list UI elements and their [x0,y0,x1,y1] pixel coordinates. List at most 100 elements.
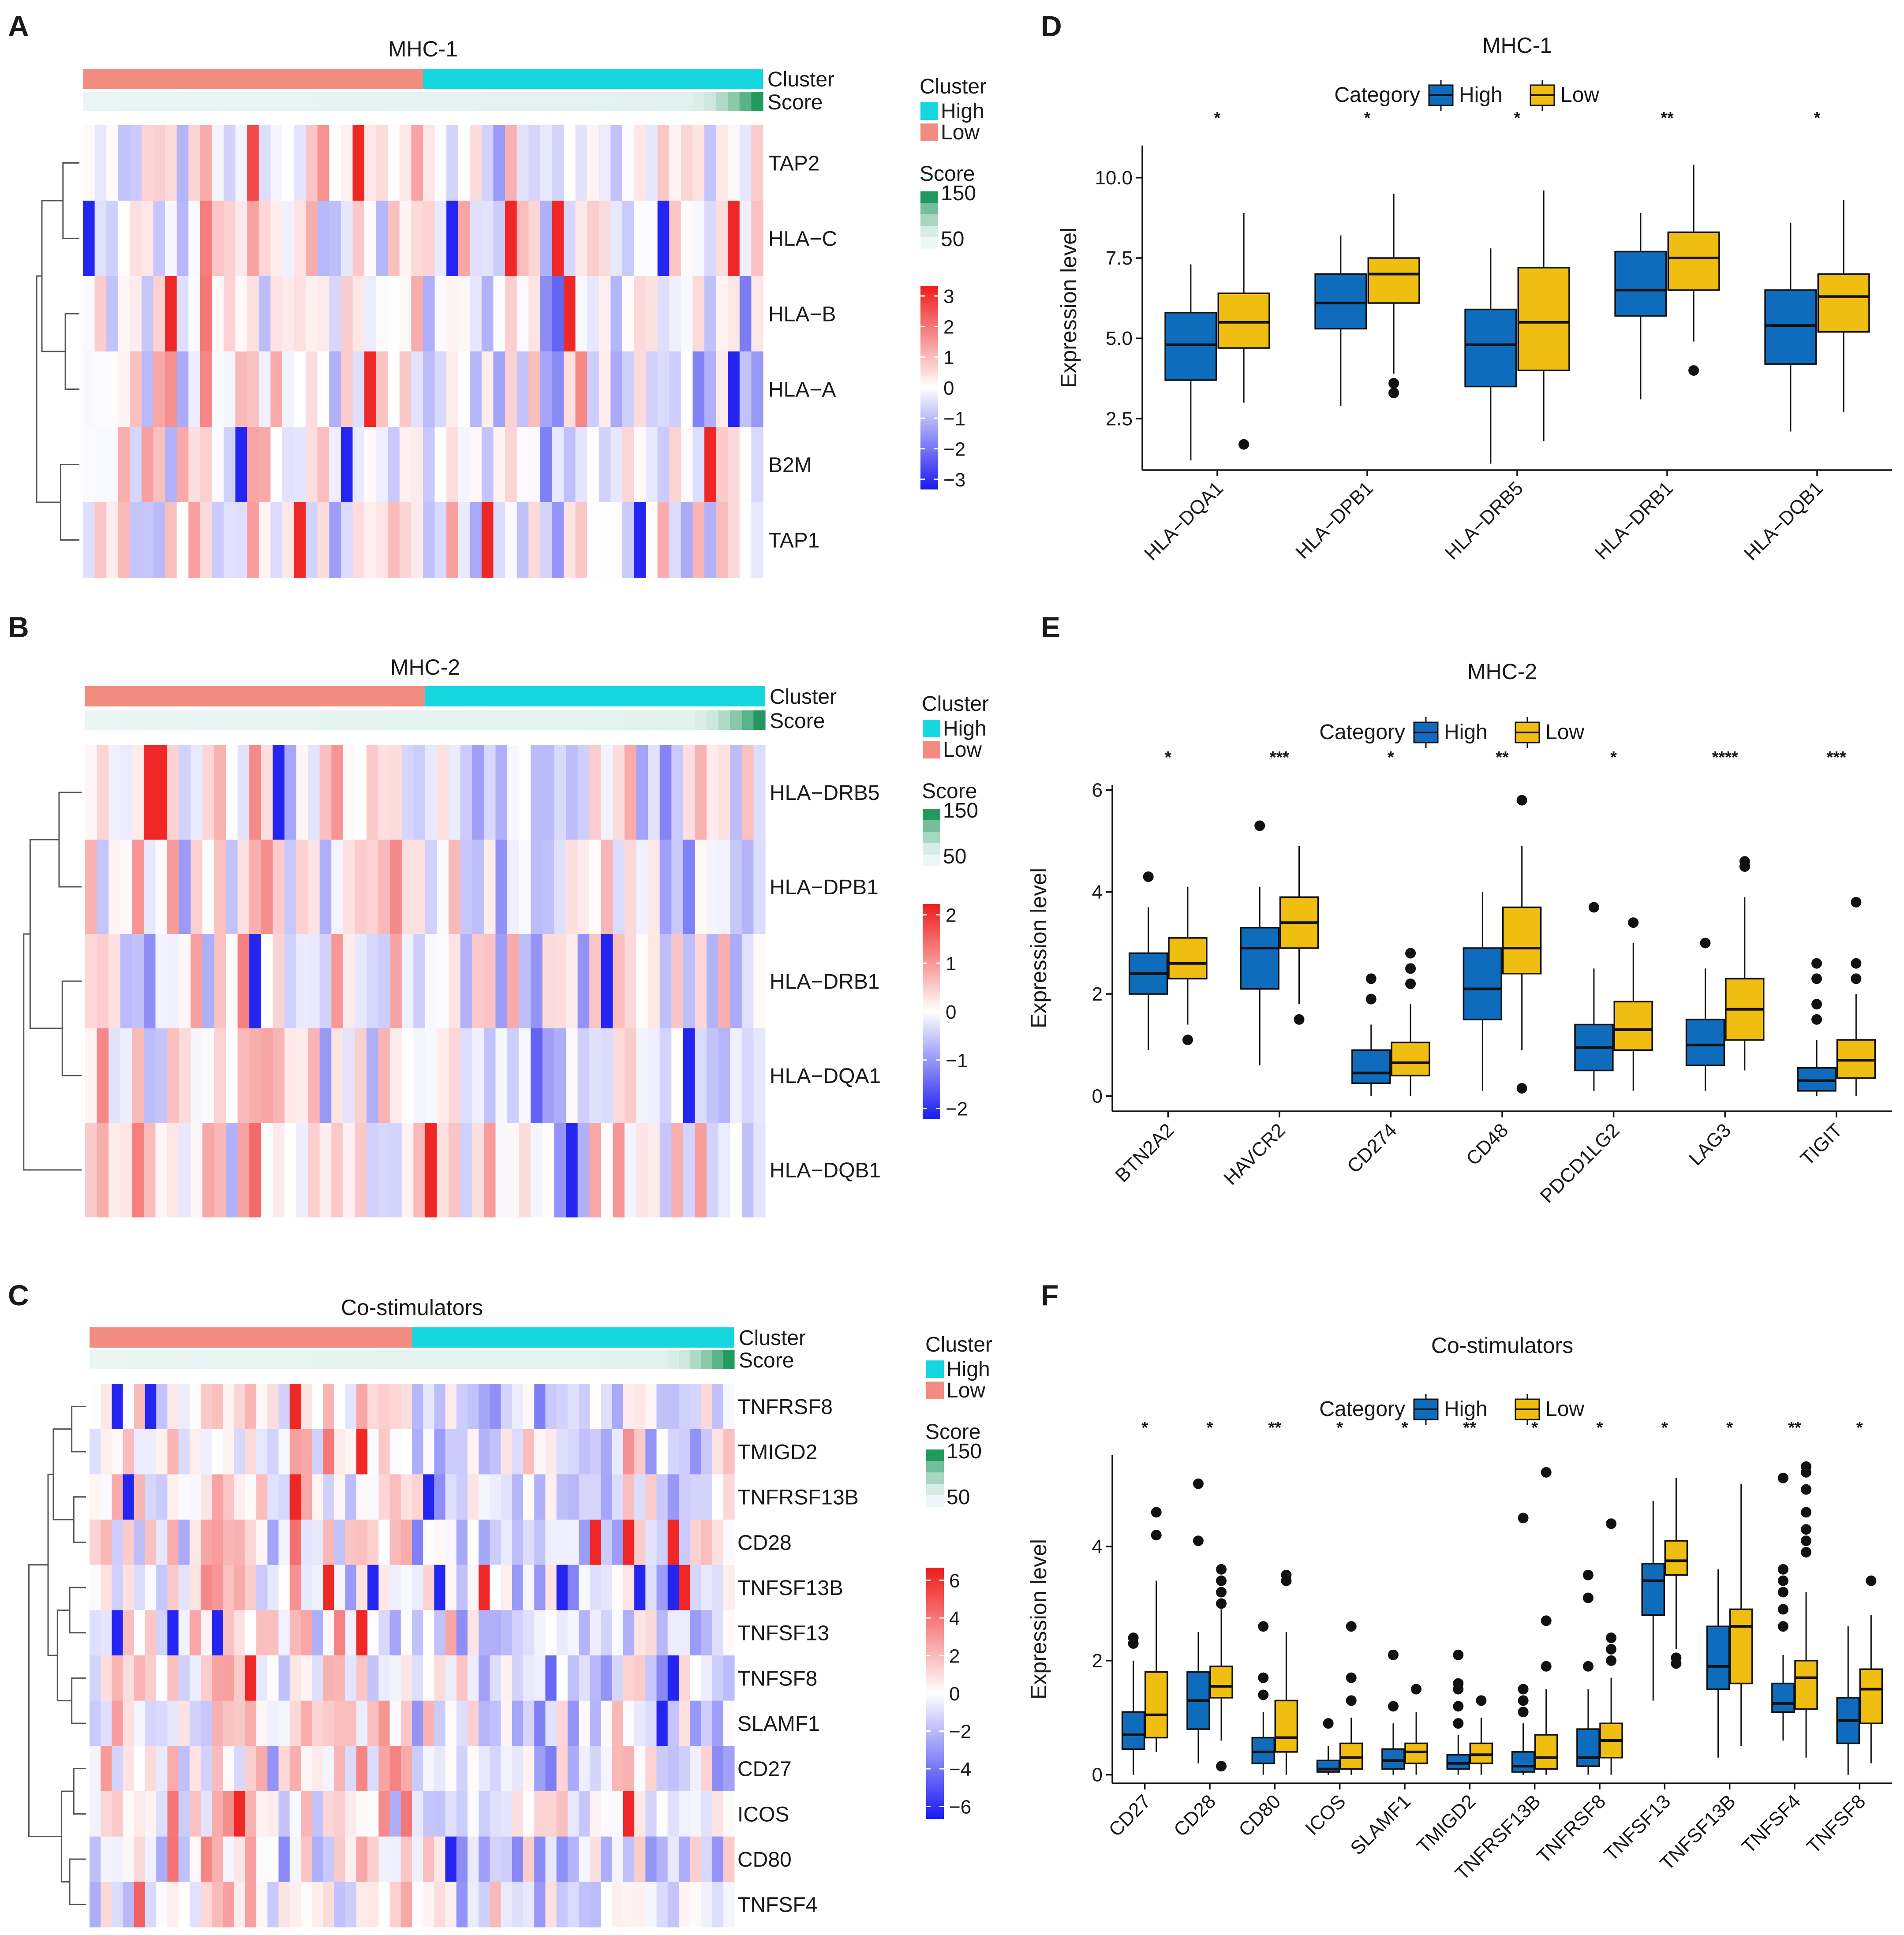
heatmap-cell [690,1655,701,1701]
heatmap-cell [267,1384,279,1430]
heatmap-cell [278,1429,290,1475]
heatmap-row-label: HLA−DRB1 [770,970,879,994]
heatmap-cell [224,201,236,276]
heatmap-cell [695,745,707,840]
heatmap-cell [201,1474,212,1520]
heatmap-cell [167,1700,179,1746]
heatmap-cell [134,1384,146,1430]
color-scale-tick-label: 0 [949,1683,960,1705]
score-bar-cell [423,1350,435,1369]
heatmap-cell [648,1028,660,1123]
score-bar-cell [367,710,379,730]
heatmap-cell [343,1028,355,1123]
score-bar-cell [599,92,611,111]
heatmap-cell [200,125,213,201]
heatmap-cell [123,1882,135,1928]
heatmap-cell [701,1836,713,1882]
heatmap-cell [624,1123,637,1218]
heatmap-cell [189,1700,201,1746]
significance-label: ** [1661,109,1674,127]
heatmap-cell [683,1028,696,1123]
score-bar-cell [601,710,613,730]
score-bar-cell [132,710,144,730]
heatmap-cell [153,201,165,276]
heatmap-cell [278,1836,290,1882]
heatmap-cell [245,1565,257,1610]
score-bar-cell [378,710,390,730]
heatmap-cell [590,1384,602,1430]
heatmap-cell [412,1520,423,1565]
heatmap-cell [165,201,177,276]
heatmap-cell [312,1700,323,1746]
score-bar-cell [659,710,672,730]
outlier-point [1777,1604,1788,1615]
heatmap-cell [308,1028,320,1123]
heatmap-cell [356,1746,368,1792]
score-bar-cell [340,92,353,111]
significance-label: * [1531,1419,1538,1437]
heatmap-cell [189,1882,201,1928]
box-low-4 [1613,917,1653,1091]
heatmap-cell [237,745,250,840]
heatmap-cell [634,351,646,427]
heatmap-cell [695,1028,707,1123]
cluster-legend-title: Cluster [922,692,989,716]
score-bar-cell [623,1350,635,1369]
significance-label: * [1336,1419,1343,1437]
box-high-0 [1164,264,1217,461]
heatmap-cell [479,1565,490,1610]
heatmap-cell [108,1028,121,1123]
heatmap-cell [155,840,168,934]
heatmap-cell [456,1384,468,1430]
heatmap-cell [434,1791,446,1837]
score-bar-cell [512,1350,524,1369]
score-bar-cell [141,92,154,111]
heatmap-cell [97,934,109,1029]
outlier-point [1388,1701,1399,1712]
heatmap-cell [577,1028,590,1123]
heatmap-cell [312,1429,323,1475]
heatmap-cell [223,1565,235,1610]
heatmap-cell [728,427,740,503]
color-scale-tick-label: −3 [943,469,965,491]
outlier-point [1151,1530,1162,1541]
heatmap-cell [237,1123,250,1218]
cluster-bar-low [90,1327,412,1348]
score-bar-cell [423,92,435,111]
heatmap-cell [389,1565,401,1610]
heatmap-cell [334,1655,346,1701]
heatmap-cell [545,1384,557,1430]
heatmap-cell [610,125,623,201]
heatmap-cell [312,1655,323,1701]
score-bar-cell [270,92,283,111]
heatmap-cell [212,351,224,427]
score-bar-cell [329,92,341,111]
box-iqr [1664,1540,1688,1576]
heatmap-cell [331,745,344,840]
heatmap-cell [434,1565,446,1610]
cluster-bar-high [425,686,765,706]
heatmap-cell [542,840,555,934]
heatmap-cell [554,840,566,934]
score-bar-cell [355,710,367,730]
heatmap-cell [575,351,587,427]
heatmap-cell [712,1836,724,1882]
heatmap-cell [624,934,637,1029]
heatmap-cell [83,201,95,276]
heatmap-cell [317,351,329,427]
heatmap-cell [669,276,681,352]
heatmap-cell [400,1700,412,1746]
y-axis-title: Expression level [1056,228,1081,388]
score-legend-tick-high: 150 [941,182,976,205]
score-bar-cell [97,710,109,730]
heatmap-cell [300,1655,312,1701]
heatmap-cell [446,201,459,276]
score-bar-cell [701,1350,713,1369]
heatmap-cell [378,1384,390,1430]
heatmap-cell [388,201,400,276]
heatmap-cell [601,1746,613,1792]
box-high-4 [1381,1649,1405,1775]
heatmap-cell [270,502,283,578]
heatmap-cell [712,1700,724,1746]
heatmap-cell [681,201,693,276]
